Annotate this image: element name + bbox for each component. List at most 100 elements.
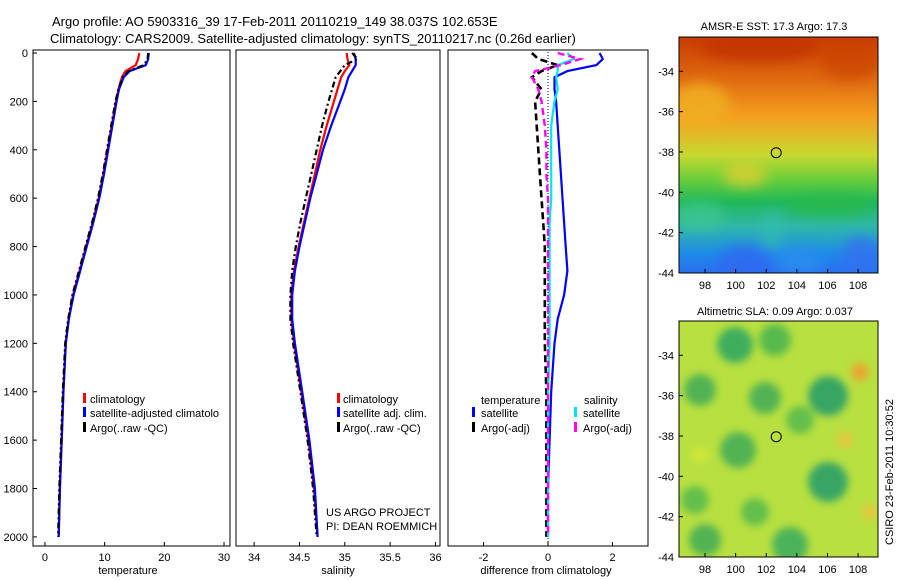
legend-swatch-satellite xyxy=(83,407,86,417)
depth-tick-label: 400 xyxy=(10,145,28,157)
series-line-satellite-adj-clim xyxy=(291,52,357,537)
series-line-argo-raw-qc xyxy=(57,52,150,537)
sst-argo-location-marker xyxy=(770,147,782,159)
x-tick-label: 2 xyxy=(609,552,615,564)
project-annotation: US ARGO PROJECT xyxy=(326,507,431,519)
temperature-axis-label: temperature xyxy=(98,565,157,577)
depth-tick-label: 800 xyxy=(10,242,28,254)
legend-label-climatology: climatology xyxy=(90,394,146,406)
legend-header-salinity: salinity xyxy=(584,395,618,407)
figure-title-line1: Argo profile: AO 5903316_39 17-Feb-2011 … xyxy=(52,14,498,29)
legend-label-diff-s-argo: Argo(-adj) xyxy=(583,423,632,435)
legend-swatch-diff-t-sat xyxy=(472,407,475,417)
x-tick-label: 10 xyxy=(99,552,111,564)
map-x-tick-label: 104 xyxy=(788,280,806,292)
legend-swatch-sal-argo xyxy=(337,422,340,432)
map-y-tick-label: -40 xyxy=(658,187,674,199)
salinity-x-ticks: 34 34.5 35 35.5 36 xyxy=(248,542,442,564)
map-y-tick-label: -34 xyxy=(658,66,674,78)
x-tick-label: 35.5 xyxy=(379,552,400,564)
temperature-panel: 0 200 400 600 800 1000 1200 1400 1600 1800 2000 0 1… xyxy=(4,48,231,577)
salinity-legend: climatology satellite adj. clim. Argo(..… xyxy=(337,393,427,435)
x-tick-label: 0 xyxy=(42,552,48,564)
temperature-x-ticks: 0 10 20 30 xyxy=(42,542,230,564)
sla-field xyxy=(679,321,878,557)
legend-label-diff-t-argo: Argo(-adj) xyxy=(481,423,530,435)
x-tick-label: 30 xyxy=(218,552,230,564)
series-line-temperature-argo-adj xyxy=(529,52,562,537)
sla-map-ticks: 98 100 102 104 106 108 -34 -36 -38 -40 -42 -44 xyxy=(658,350,867,576)
map-y-tick-label: -44 xyxy=(658,268,674,280)
x-tick-label: 36 xyxy=(429,552,441,564)
legend-swatch-climatology xyxy=(83,393,86,403)
legend-swatch-diff-s-argo xyxy=(574,422,577,432)
map-y-tick-label: -42 xyxy=(658,228,674,240)
legend-swatch-diff-t-argo xyxy=(472,422,475,432)
salinity-series xyxy=(289,52,360,537)
temperature-legend: climatology satellite-adjusted climatolo… xyxy=(83,393,219,435)
map-x-tick-label: 100 xyxy=(726,564,744,576)
x-tick-label: -2 xyxy=(479,552,489,564)
legend-label-sal-argo: Argo(..raw -QC) xyxy=(343,423,421,435)
series-line-salinity-satellite xyxy=(546,52,576,537)
pi-annotation: PI: DEAN ROEMMICH xyxy=(326,521,437,533)
series-line-argo-raw-qc xyxy=(289,52,360,537)
map-x-tick-label: 108 xyxy=(849,280,867,292)
depth-tick-label: 600 xyxy=(10,193,28,205)
sla-map-title: Altimetric SLA: 0.09 Argo: 0.037 xyxy=(697,306,853,318)
x-tick-label: 34 xyxy=(248,552,260,564)
salinity-axis-label: salinity xyxy=(321,565,355,577)
legend-label-satellite: satellite-adjusted climatolo xyxy=(90,408,219,420)
legend-label-diff-s-sat: satellite xyxy=(583,408,620,420)
legend-swatch-diff-s-sat xyxy=(574,407,577,417)
legend-label-sal-climatology: climatology xyxy=(343,394,399,406)
map-x-tick-label: 106 xyxy=(818,280,836,292)
map-y-tick-label: -34 xyxy=(658,350,674,362)
depth-tick-label: 1000 xyxy=(4,290,28,302)
map-y-tick-label: -42 xyxy=(658,512,674,524)
map-y-tick-label: -36 xyxy=(658,107,674,119)
sst-field xyxy=(679,37,878,273)
legend-swatch-argo xyxy=(83,422,86,432)
credit-text: CSIRO 23-Feb-2011 10:30:52 xyxy=(884,399,896,545)
map-x-tick-label: 104 xyxy=(788,564,806,576)
sla-argo-location-marker xyxy=(770,431,782,443)
series-line-temperature-satellite xyxy=(546,52,605,537)
legend-label-sal-satellite: satellite adj. clim. xyxy=(343,408,427,420)
x-tick-label: 34.5 xyxy=(289,552,310,564)
depth-tick-label: 2000 xyxy=(4,532,28,544)
legend-header-temperature: temperature xyxy=(481,395,540,407)
map-x-tick-label: 108 xyxy=(849,564,867,576)
depth-tick-label: 1600 xyxy=(4,435,28,447)
salinity-panel: 34 34.5 35 35.5 36 salinity climatology sate… xyxy=(235,49,442,577)
sst-map-panel: AMSR-E SST: 17.3 Argo: 17.3 xyxy=(658,21,879,292)
depth-tick-label: 1800 xyxy=(4,484,28,496)
x-tick-label: 20 xyxy=(158,552,170,564)
sst-map-ticks: 98 100 102 104 106 108 -34 -36 -38 -40 -42 -44 xyxy=(658,66,867,292)
map-y-tick-label: -40 xyxy=(658,471,674,483)
sst-map-title: AMSR-E SST: 17.3 Argo: 17.3 xyxy=(701,21,848,33)
map-y-tick-label: -38 xyxy=(658,431,674,443)
x-tick-label: 0 xyxy=(545,552,551,564)
map-y-tick-label: -38 xyxy=(658,147,674,159)
series-line-climatology xyxy=(290,52,351,537)
series-line-salinity-argo-adj xyxy=(530,51,585,537)
legend-swatch-sal-climatology xyxy=(337,393,340,403)
depth-tick-label: 1400 xyxy=(4,387,28,399)
depth-tick-label: 0 xyxy=(22,48,28,60)
difference-x-ticks: -2 0 2 xyxy=(479,542,616,564)
difference-axis-label: difference from climatology xyxy=(480,565,612,577)
map-y-tick-label: -36 xyxy=(658,391,674,403)
series-line-climatology xyxy=(57,52,141,537)
depth-axis-ticks: 0 200 400 600 800 1000 1200 1400 1600 1800 2000 xyxy=(4,48,37,544)
x-tick-label: 35 xyxy=(339,552,351,564)
difference-panel: -2 0 2 difference from climatology tempera… xyxy=(447,49,649,577)
map-x-tick-label: 98 xyxy=(699,564,711,576)
temperature-series xyxy=(57,52,150,537)
sla-map-panel: Altimetric SLA: 0.09 Argo: 0.037 xyxy=(658,306,879,576)
map-x-tick-label: 106 xyxy=(818,564,836,576)
legend-swatch-sal-satellite xyxy=(337,407,340,417)
map-x-tick-label: 102 xyxy=(757,280,775,292)
depth-tick-label: 200 xyxy=(10,96,28,108)
depth-tick-label: 1200 xyxy=(4,338,28,350)
